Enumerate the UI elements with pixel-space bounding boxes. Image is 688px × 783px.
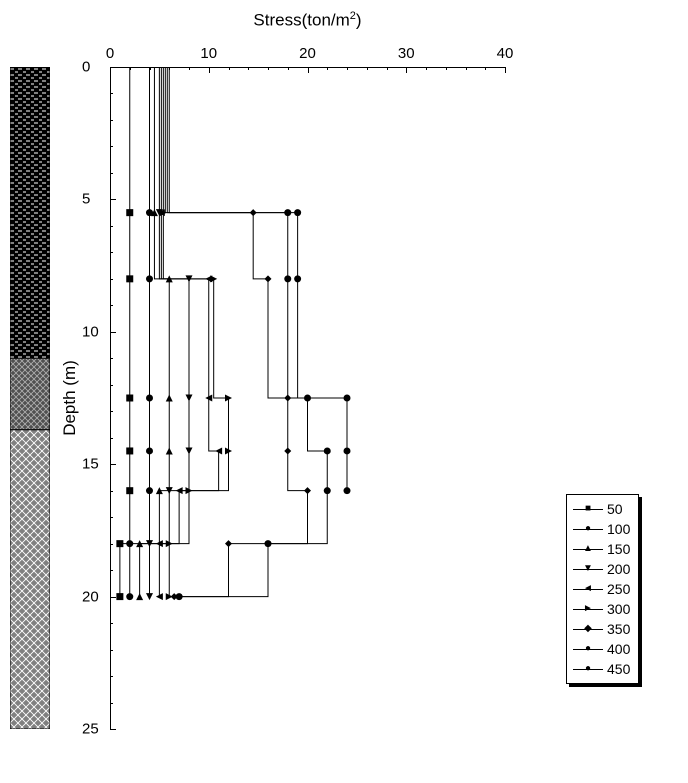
- legend-marker: ▲: [583, 544, 593, 554]
- stratigraphy-column: [10, 67, 50, 729]
- series-marker: [146, 395, 153, 402]
- legend-item: ● 400: [573, 639, 630, 659]
- series-marker: [146, 593, 153, 600]
- strat-layer: [10, 430, 50, 729]
- legend-label: 200: [607, 561, 630, 577]
- y-tick-label: 5: [82, 191, 90, 208]
- series-marker: [166, 447, 173, 454]
- y-tick-label: 15: [82, 456, 99, 473]
- series-marker: [294, 275, 301, 282]
- y-tick-label: 10: [82, 323, 99, 340]
- legend-item: ► 300: [573, 599, 630, 619]
- series-marker: [126, 209, 133, 216]
- series-marker: [126, 593, 133, 600]
- legend-marker: ●: [585, 524, 591, 534]
- legend-marker: ◆: [584, 624, 592, 634]
- series-line: [167, 67, 327, 597]
- legend-item: ● 100: [573, 519, 630, 539]
- series-marker: [126, 487, 133, 494]
- series-marker: [186, 395, 193, 402]
- series-marker: [186, 447, 193, 454]
- strat-layer: [10, 67, 50, 358]
- series-marker: [324, 487, 331, 494]
- x-tick-label: 10: [200, 45, 217, 62]
- series-marker: [294, 209, 301, 216]
- series-line: [130, 67, 150, 597]
- legend-item: ▼ 200: [573, 559, 630, 579]
- legend-label: 250: [607, 581, 630, 597]
- series-marker: [304, 487, 311, 494]
- legend-item: ■ 50: [573, 499, 630, 519]
- series-marker: [136, 593, 143, 600]
- y-tick-label: 25: [82, 721, 99, 738]
- series-marker: [146, 487, 153, 494]
- series-marker: [146, 275, 153, 282]
- series-marker: [344, 395, 351, 402]
- series-marker: [344, 487, 351, 494]
- series-marker: [324, 447, 331, 454]
- legend-label: 300: [607, 601, 630, 617]
- y-tick-label: 20: [82, 588, 99, 605]
- series-marker: [176, 593, 183, 600]
- legend-marker: ◄: [583, 584, 593, 594]
- legend-label: 150: [607, 541, 630, 557]
- legend-label: 100: [607, 521, 630, 537]
- series-marker: [265, 275, 272, 282]
- x-tick-label: 20: [299, 45, 316, 62]
- series-line: [163, 67, 228, 597]
- legend: ■ 50 ● 100 ▲ 150 ▼ 200 ◄ 250 ► 300 ◆ 350 ● 400 ● 450: [566, 494, 639, 684]
- x-axis-label: Stress(ton/m2): [110, 10, 505, 31]
- legend-label: 400: [607, 641, 630, 657]
- chart-lines: [110, 67, 505, 729]
- legend-label: 50: [607, 501, 623, 517]
- series-marker: [344, 447, 351, 454]
- series-marker: [116, 540, 123, 547]
- legend-marker: ■: [585, 504, 591, 514]
- series-marker: [146, 447, 153, 454]
- legend-label: 450: [607, 661, 630, 677]
- legend-label: 350: [607, 621, 630, 637]
- series-marker: [166, 395, 173, 402]
- legend-item: ▲ 150: [573, 539, 630, 559]
- series-marker: [225, 540, 232, 547]
- x-tick-label: 40: [497, 45, 514, 62]
- legend-marker: ▼: [583, 564, 593, 574]
- series-marker: [284, 447, 291, 454]
- series-marker: [126, 275, 133, 282]
- y-tick-label: 0: [82, 59, 90, 76]
- legend-marker: ►: [583, 604, 593, 614]
- plot-area: 0102030400510152025: [110, 67, 505, 729]
- series-marker: [116, 593, 123, 600]
- x-tick-label: 0: [106, 45, 114, 62]
- y-axis-label: Depth (m): [60, 67, 80, 729]
- series-line: [165, 67, 307, 597]
- series-marker: [284, 275, 291, 282]
- chart-container: Stress(ton/m2) Depth (m): [0, 0, 688, 783]
- series-marker: [126, 395, 133, 402]
- strat-layer: [10, 358, 50, 429]
- series-marker: [126, 540, 133, 547]
- x-tick-label: 30: [398, 45, 415, 62]
- legend-marker: ●: [585, 644, 591, 654]
- series-marker: [126, 447, 133, 454]
- series-marker: [265, 540, 272, 547]
- legend-marker: ●: [585, 664, 591, 674]
- legend-item: ● 450: [573, 659, 630, 679]
- series-line: [120, 67, 130, 597]
- legend-item: ◆ 350: [573, 619, 630, 639]
- legend-item: ◄ 250: [573, 579, 630, 599]
